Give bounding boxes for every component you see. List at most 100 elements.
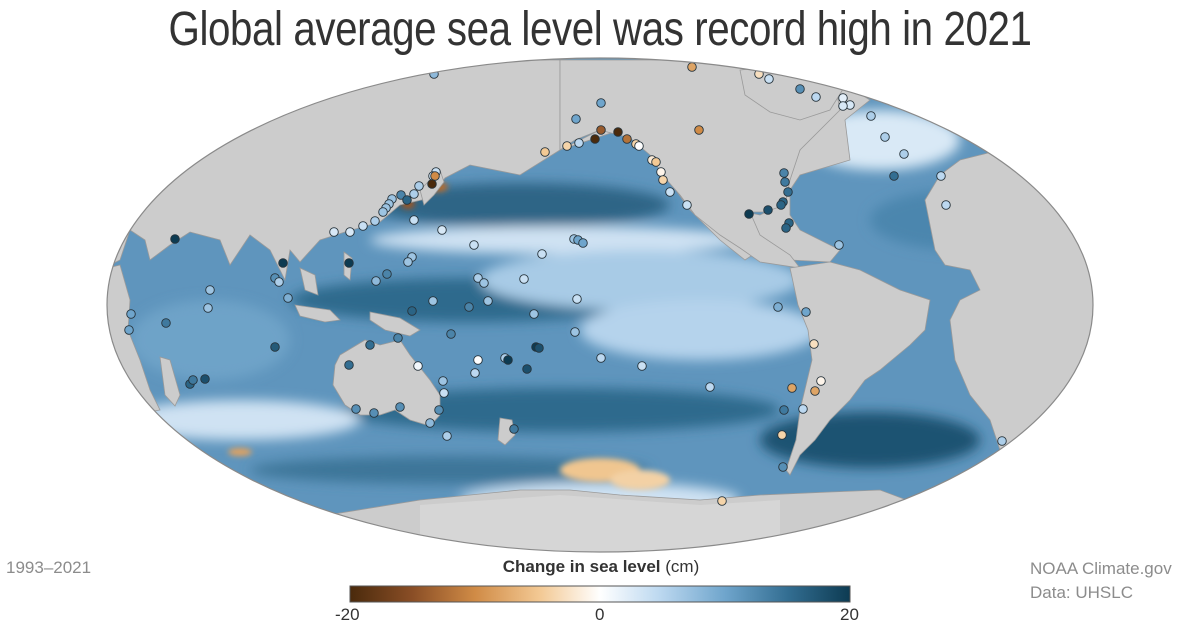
station-marker bbox=[519, 274, 529, 284]
station-marker bbox=[430, 171, 440, 181]
station-marker bbox=[371, 276, 381, 286]
station-marker bbox=[170, 234, 180, 244]
tide-gauge-stations bbox=[124, 62, 1007, 506]
globe-outline bbox=[106, 57, 1094, 553]
station-marker bbox=[442, 431, 452, 441]
station-marker bbox=[795, 84, 805, 94]
credit-data: Data: UHSLC bbox=[1030, 583, 1133, 602]
station-marker bbox=[188, 375, 198, 385]
station-marker bbox=[369, 408, 379, 418]
station-marker bbox=[778, 462, 788, 472]
station-marker bbox=[437, 225, 447, 235]
station-marker bbox=[365, 340, 375, 350]
station-marker bbox=[351, 404, 361, 414]
station-marker bbox=[776, 200, 786, 210]
station-marker bbox=[941, 200, 951, 210]
station-marker bbox=[396, 190, 406, 200]
station-marker bbox=[434, 405, 444, 415]
station-marker bbox=[682, 200, 692, 210]
station-marker bbox=[810, 386, 820, 396]
colorbar-title-bold: Change in sea level bbox=[502, 557, 661, 576]
station-marker bbox=[816, 376, 826, 386]
station-marker bbox=[345, 227, 355, 237]
station-marker bbox=[473, 273, 483, 283]
station-marker bbox=[613, 127, 623, 137]
station-marker bbox=[427, 179, 437, 189]
station-marker bbox=[479, 278, 489, 288]
station-marker bbox=[717, 496, 727, 506]
station-marker bbox=[409, 215, 419, 225]
station-marker bbox=[344, 360, 354, 370]
colorbar bbox=[349, 585, 851, 603]
station-marker bbox=[801, 307, 811, 317]
station-marker bbox=[370, 216, 380, 226]
station-marker bbox=[378, 207, 388, 217]
station-marker bbox=[578, 238, 588, 248]
station-marker bbox=[428, 296, 438, 306]
station-marker bbox=[200, 374, 210, 384]
station-marker bbox=[522, 364, 532, 374]
station-marker bbox=[779, 405, 789, 415]
station-marker bbox=[283, 293, 293, 303]
station-marker bbox=[889, 171, 899, 181]
station-marker bbox=[880, 132, 890, 142]
station-marker bbox=[534, 343, 544, 353]
station-marker bbox=[537, 249, 547, 259]
station-marker bbox=[570, 327, 580, 337]
station-marker bbox=[270, 342, 280, 352]
station-marker bbox=[656, 167, 666, 177]
station-marker bbox=[764, 74, 774, 84]
station-marker bbox=[562, 141, 572, 151]
station-marker bbox=[439, 388, 449, 398]
station-marker bbox=[779, 168, 789, 178]
station-marker bbox=[866, 111, 876, 121]
station-marker bbox=[634, 141, 644, 151]
station-marker bbox=[936, 171, 946, 181]
time-period-label: 1993–2021 bbox=[6, 558, 92, 577]
station-marker bbox=[413, 361, 423, 371]
station-marker bbox=[329, 227, 339, 237]
station-marker bbox=[203, 303, 213, 313]
station-marker bbox=[393, 333, 403, 343]
station-marker bbox=[622, 134, 632, 144]
station-marker bbox=[409, 189, 419, 199]
station-marker bbox=[687, 62, 697, 72]
station-marker bbox=[407, 306, 417, 316]
station-marker bbox=[783, 187, 793, 197]
station-marker bbox=[997, 436, 1007, 446]
station-marker bbox=[429, 69, 439, 79]
station-marker bbox=[446, 329, 456, 339]
station-marker bbox=[651, 157, 661, 167]
station-marker bbox=[773, 302, 783, 312]
station-marker bbox=[274, 277, 284, 287]
station-marker bbox=[358, 221, 368, 231]
station-marker bbox=[665, 187, 675, 197]
colorbar-title-unit: (cm) bbox=[660, 557, 700, 576]
station-marker bbox=[464, 302, 474, 312]
station-marker bbox=[777, 430, 787, 440]
colorbar-tick-max: 20 bbox=[840, 605, 859, 624]
station-marker bbox=[658, 175, 668, 185]
station-marker bbox=[344, 258, 354, 268]
station-marker bbox=[205, 285, 215, 295]
station-marker bbox=[787, 383, 797, 393]
station-marker bbox=[529, 309, 539, 319]
station-marker bbox=[425, 418, 435, 428]
chart-title: Global average sea level was record high… bbox=[168, 3, 1032, 56]
station-marker bbox=[705, 382, 715, 392]
station-marker bbox=[540, 147, 550, 157]
station-marker bbox=[469, 240, 479, 250]
station-marker bbox=[780, 177, 790, 187]
station-marker bbox=[763, 205, 773, 215]
station-marker bbox=[509, 424, 519, 434]
station-marker bbox=[781, 223, 791, 233]
station-marker bbox=[809, 339, 819, 349]
station-marker bbox=[503, 355, 513, 365]
station-marker bbox=[572, 294, 582, 304]
station-marker bbox=[483, 296, 493, 306]
station-marker bbox=[838, 93, 848, 103]
station-marker bbox=[126, 309, 136, 319]
station-marker bbox=[278, 258, 288, 268]
station-marker bbox=[470, 368, 480, 378]
